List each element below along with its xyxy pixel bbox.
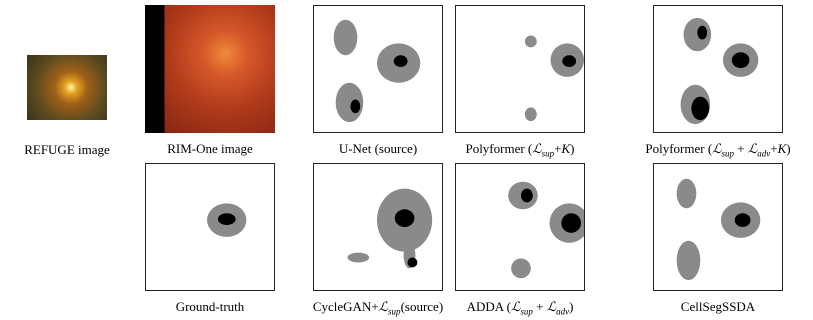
caption-text: + (554, 141, 561, 156)
caption-text: sup (388, 307, 401, 317)
caption-text: ℒ (532, 141, 541, 156)
caption-text: ℒ (712, 141, 721, 156)
caption-text: U-Net (source) (339, 141, 417, 156)
figure: REFUGE imageRIM-One imageU-Net (source)P… (0, 0, 813, 320)
segmentation-mask (455, 5, 585, 133)
segmentation-mask (313, 5, 443, 133)
caption: CellSegSSDA (608, 299, 813, 315)
caption-text: sup (722, 149, 735, 159)
caption-text: Ground-truth (176, 299, 245, 314)
caption-text: + (734, 141, 748, 156)
caption-text: CellSegSSDA (681, 299, 755, 314)
caption-text: + (770, 141, 777, 156)
photo (145, 5, 275, 133)
caption-text: ) (569, 299, 573, 314)
caption-text: adv (757, 149, 770, 159)
caption-text: K (562, 141, 571, 156)
caption-text: ℒ (379, 299, 388, 314)
caption-text: ADDA ( (467, 299, 511, 314)
segmentation-mask (313, 163, 443, 291)
caption-text: RIM-One image (167, 141, 253, 156)
caption-text: ) (786, 141, 790, 156)
segmentation-mask (455, 163, 585, 291)
caption-text: adv (556, 307, 569, 317)
caption-text: sup (542, 149, 555, 159)
caption-text: + (533, 299, 547, 314)
caption-text: sup (520, 307, 533, 317)
caption-text: CycleGAN+ (313, 299, 379, 314)
caption: Polyformer (ℒsup + ℒadv+K) (608, 141, 813, 159)
caption-text: ℒ (748, 141, 757, 156)
caption-text: ℒ (547, 299, 556, 314)
segmentation-mask (653, 5, 783, 133)
caption: ADDA (ℒsup + ℒadv) (410, 299, 630, 317)
caption: Polyformer (ℒsup+K) (410, 141, 630, 159)
caption-text: ) (570, 141, 574, 156)
caption-text: Polyformer ( (465, 141, 532, 156)
segmentation-mask (653, 163, 783, 291)
photo (27, 55, 107, 120)
segmentation-mask (145, 163, 275, 291)
caption-text: K (778, 141, 787, 156)
caption-text: ℒ (511, 299, 520, 314)
caption-text: Polyformer ( (645, 141, 712, 156)
caption-text: REFUGE image (24, 142, 110, 157)
